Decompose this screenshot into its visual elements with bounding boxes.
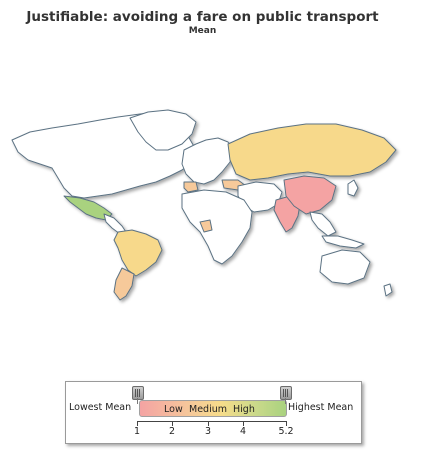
legend-tick-label: 1 <box>133 426 141 437</box>
legend-tick <box>208 421 209 426</box>
legend-highest-label: Highest Mean <box>288 402 354 413</box>
region-south-america[interactable] <box>113 229 163 277</box>
region-africa[interactable] <box>181 189 253 265</box>
region-china[interactable] <box>283 175 337 215</box>
region-europe[interactable] <box>181 137 235 185</box>
region-iberia[interactable] <box>183 181 199 193</box>
region-greenland[interactable] <box>129 109 197 151</box>
region-indonesia[interactable] <box>321 235 365 249</box>
region-new-zealand[interactable] <box>383 283 393 297</box>
legend-tick-label: 4 <box>239 426 247 437</box>
legend-max-handle-stem <box>285 398 286 404</box>
region-nigeria[interactable] <box>199 219 213 233</box>
region-southeast-asia[interactable] <box>309 211 337 237</box>
chart-title: Justifiable: avoiding a fare on public t… <box>26 9 379 25</box>
region-argentina[interactable] <box>113 267 135 301</box>
legend-tick-label: 2 <box>168 426 176 437</box>
legend-axis-line <box>137 421 287 422</box>
legend-band-high: High <box>233 404 255 415</box>
legend-tick <box>286 421 287 426</box>
legend-band-medium: Medium <box>189 404 227 415</box>
legend-tick <box>243 421 244 426</box>
legend-min-handle-icon[interactable] <box>132 386 144 400</box>
legend-tick <box>137 421 138 426</box>
legend-tick-label: 3 <box>204 426 212 437</box>
legend-lowest-label: Lowest Mean <box>69 402 132 413</box>
legend-min-handle-stem <box>137 398 138 404</box>
legend-max-handle-icon[interactable] <box>280 386 292 400</box>
chart-subtitle: Mean <box>188 26 217 36</box>
region-australia[interactable] <box>319 249 371 285</box>
region-russia[interactable] <box>227 123 397 181</box>
legend-band-low: Low <box>164 404 183 415</box>
legend-tick <box>172 421 173 426</box>
region-japan[interactable] <box>347 179 359 197</box>
legend-tick-label: 5.2 <box>278 426 294 437</box>
legend: Lowest Mean Low Medium High Highest Mean… <box>65 381 362 444</box>
legend-color-scale: Low Medium High <box>139 400 287 417</box>
